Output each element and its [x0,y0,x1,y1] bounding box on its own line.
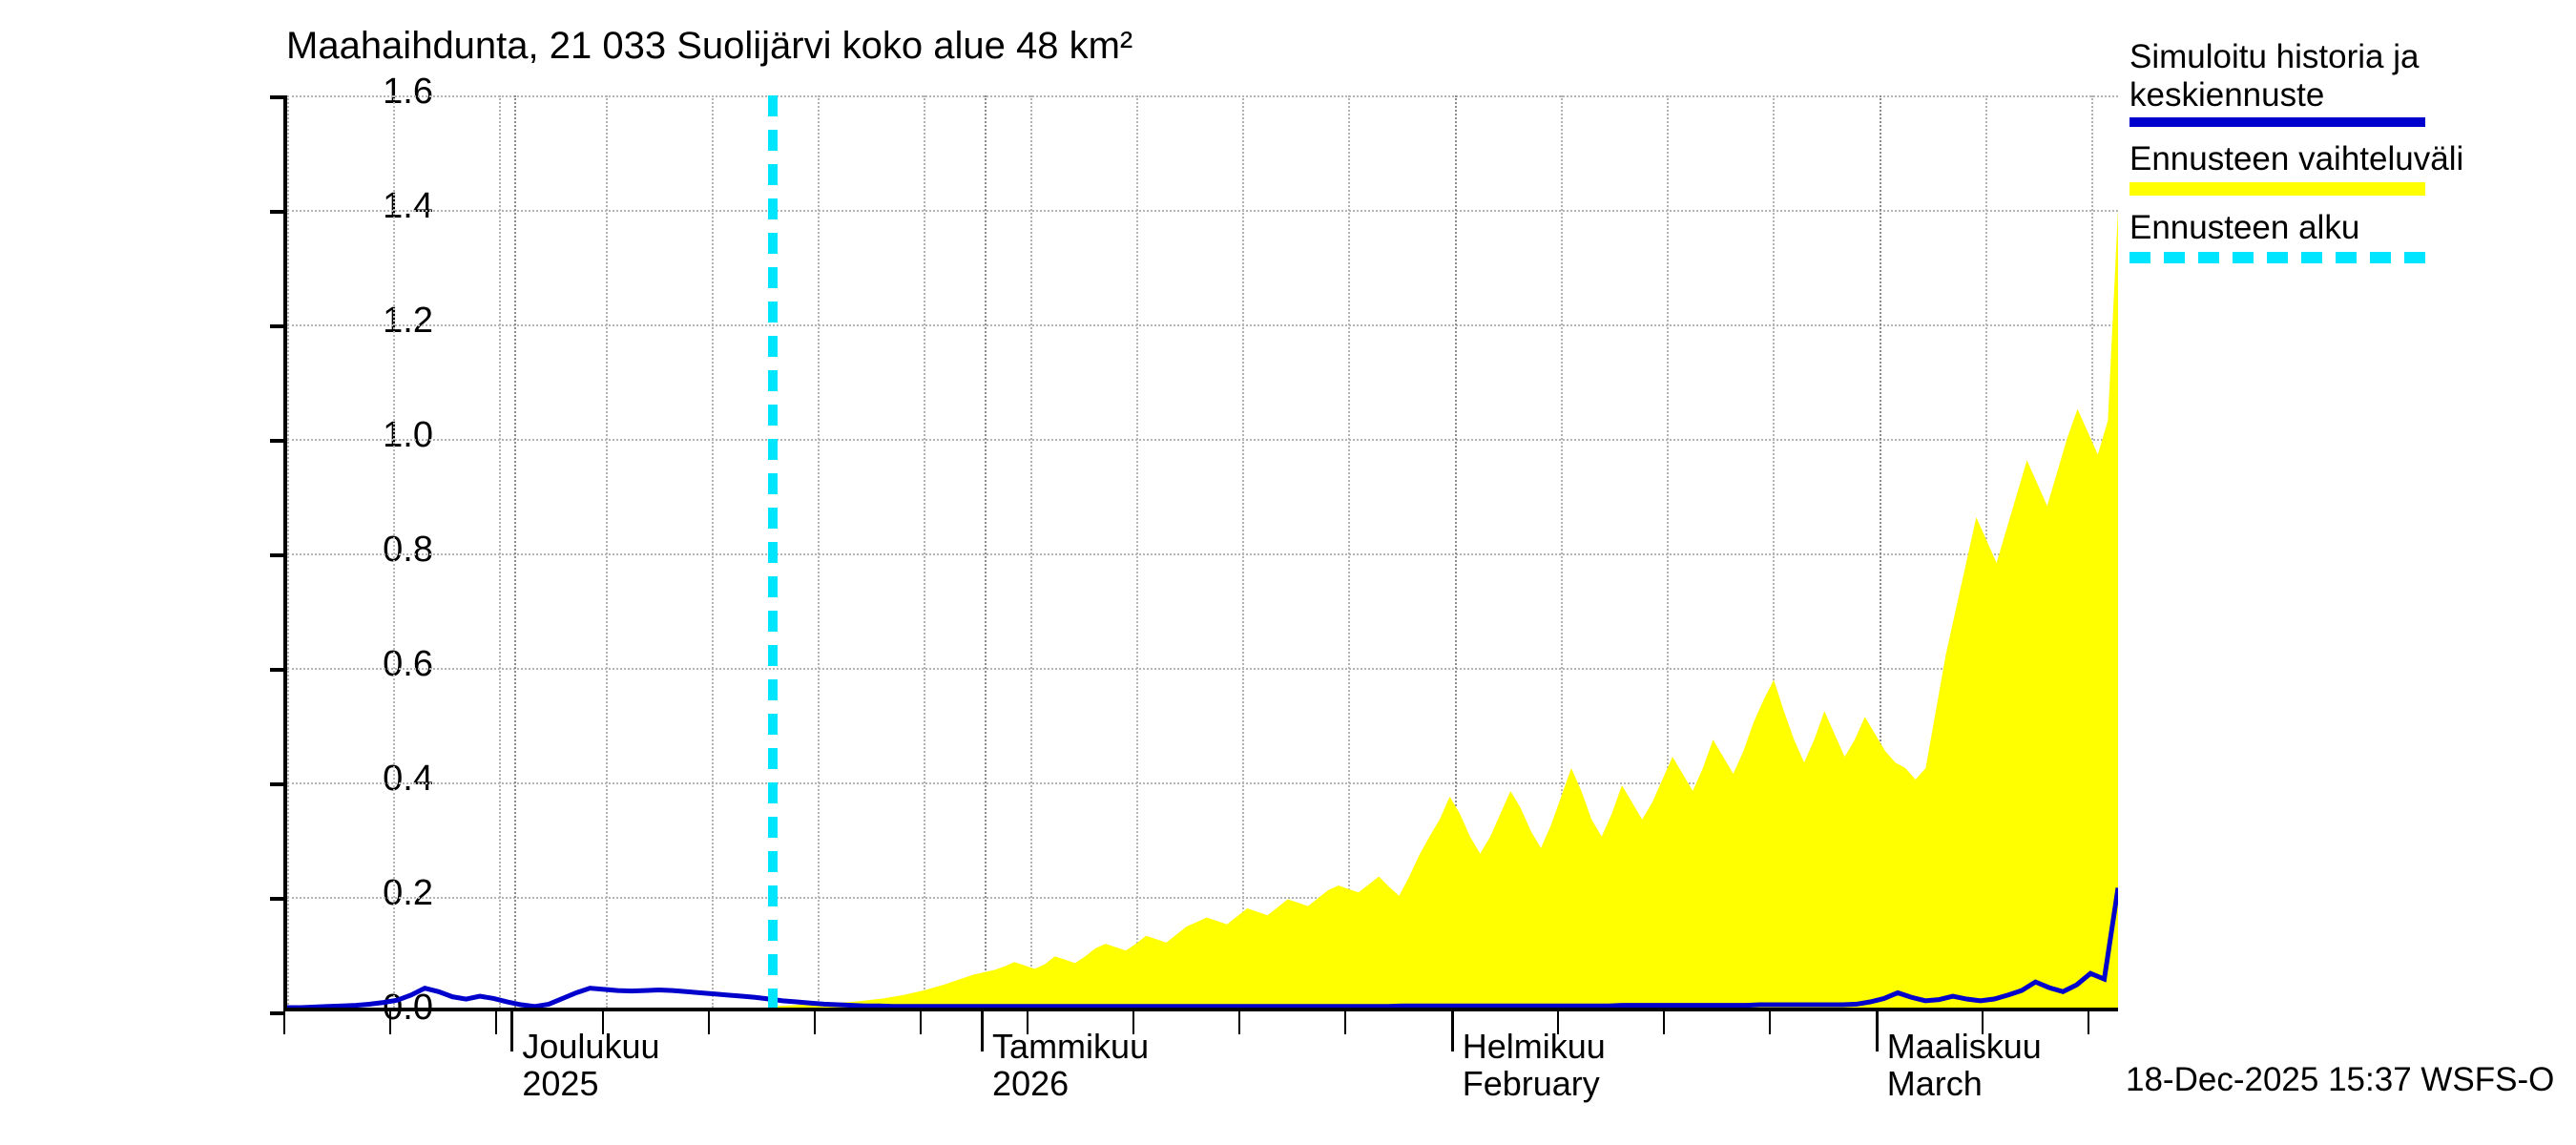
y-axis-tick-mark [270,782,283,786]
x-axis-tick-mark [389,1011,392,1034]
vertical-gridline [1773,95,1776,1008]
x-axis-tick-label: Tammikuu 2026 [992,1027,1150,1103]
vertical-gridline [499,95,502,1008]
y-axis-tick-mark [270,210,283,214]
horizontal-gridline [287,439,2118,441]
legend-item-label: Simuloitu historia ja keskiennuste [2129,38,2420,114]
x-axis-tick-mark [1981,1011,1984,1034]
legend-item: Ennusteen vaihteluväli [2129,140,2568,196]
vertical-gridline [1667,95,1670,1008]
y-axis-tick-label: 0.4 [383,759,433,799]
x-axis-tick-mark [1344,1011,1347,1034]
y-axis-tick-mark [270,553,283,557]
x-axis-month-tick-mark [510,1011,514,1051]
legend-item: Ennusteen alku [2129,209,2568,264]
horizontal-gridline [287,897,2118,899]
horizontal-gridline [287,95,2118,97]
x-axis-tick-label: Joulukuu 2025 [522,1027,660,1103]
forecast-range-band [771,209,2118,1008]
y-axis-tick-mark [270,1011,283,1015]
y-axis-tick-mark [270,95,283,99]
x-axis-tick-label-month: Tammikuu [992,1027,1150,1066]
y-axis-tick-label: 0.2 [383,873,433,913]
x-axis-tick-mark [814,1011,817,1034]
horizontal-gridline [287,668,2118,670]
vertical-gridline [393,95,396,1008]
x-axis-tick-label: Maaliskuu March [1886,1027,2042,1103]
y-axis-title: Maahaihdunta / Evaporation mm/d [0,0,2,899]
y-axis-tick-label: 1.6 [383,72,433,112]
vertical-gridline [1348,95,1351,1008]
chart-title: Maahaihdunta, 21 033 Suolijärvi koko alu… [286,25,1133,67]
month-gridline [1879,95,1881,1008]
y-axis-tick-mark [270,324,283,328]
x-axis-tick-mark [1663,1011,1666,1034]
vertical-gridline [605,95,608,1008]
forecast-start-vline [767,95,778,1008]
x-axis-tick-mark [2088,1011,2090,1034]
horizontal-gridline [287,782,2118,784]
legend-swatch-dashed-line [2129,252,2425,264]
x-axis-tick-label-sub: 2026 [992,1063,1070,1103]
vertical-gridline [287,95,289,1008]
x-axis-tick-label-month: Maaliskuu [1886,1027,2042,1066]
vertical-gridline [1560,95,1563,1008]
horizontal-gridline [287,553,2118,555]
x-axis-month-tick-mark [981,1011,985,1051]
legend-swatch-filled-band [2129,181,2425,196]
x-axis-tick-label-month: Joulukuu [522,1027,660,1066]
x-axis-month-tick-mark [1875,1011,1879,1051]
month-gridline [985,95,987,1008]
y-axis-tick-label: 1.0 [383,415,433,455]
y-axis-tick-label: 0.6 [383,644,433,684]
vertical-gridline [1135,95,1138,1008]
x-axis-tick-mark [707,1011,710,1034]
y-axis-tick-label: 1.2 [383,301,433,341]
x-axis-tick-mark [1769,1011,1772,1034]
x-axis-tick-label-sub: 2025 [522,1063,599,1103]
y-axis-tick-label: 0.8 [383,530,433,570]
plot-area [283,95,2118,1011]
simulated-history-line [287,95,2118,1008]
horizontal-gridline [287,324,2118,326]
y-axis-tick-mark [270,668,283,672]
chart-legend: Simuloitu historia ja keskiennuste Ennust… [2129,38,2568,277]
x-axis-tick-label-sub: February [1462,1063,1600,1103]
x-axis-tick-label: Helmikuu February [1462,1027,1606,1103]
x-axis-tick-mark [495,1011,498,1034]
y-axis-tick-mark [270,439,283,443]
x-axis-tick-mark [1132,1011,1134,1034]
y-axis-tick-mark [270,897,283,901]
x-axis-tick-label-sub: March [1886,1063,1983,1103]
month-gridline [514,95,517,1008]
plot-inner [287,95,2118,1008]
vertical-gridline [711,95,714,1008]
vertical-gridline [1029,95,1032,1008]
footer-timestamp: 18-Dec-2025 15:37 WSFS-O [2126,1061,2555,1098]
x-axis-tick-mark [601,1011,604,1034]
x-axis-month-tick-mark [1450,1011,1454,1051]
horizontal-gridline [287,210,2118,212]
x-axis-tick-mark [920,1011,923,1034]
x-axis-tick-mark [1556,1011,1559,1034]
x-axis-tick-mark [283,1011,285,1034]
x-axis-tick-label-month: Helmikuu [1462,1027,1606,1066]
vertical-gridline [818,95,821,1008]
legend-item-label: Ennusteen vaihteluväli [2129,140,2464,178]
legend-swatch-solid-line [2129,117,2425,128]
x-axis-tick-mark [1238,1011,1241,1034]
month-gridline [1454,95,1457,1008]
vertical-gridline [924,95,926,1008]
vertical-gridline [1242,95,1245,1008]
x-axis-tick-mark [1026,1011,1028,1034]
legend-item: Simuloitu historia ja keskiennuste [2129,38,2568,128]
y-axis-tick-label: 1.4 [383,186,433,226]
legend-item-label: Ennusteen alku [2129,208,2360,246]
